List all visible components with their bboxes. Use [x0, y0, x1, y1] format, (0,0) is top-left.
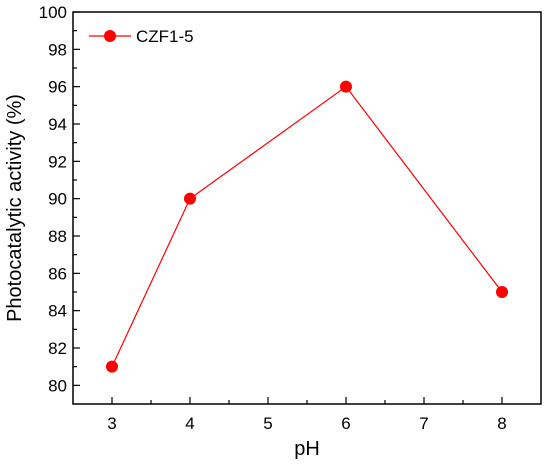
- series-line: [111, 85, 503, 367]
- x-axis-title: pH: [294, 438, 320, 460]
- y-tick-label: 80: [48, 376, 67, 395]
- y-tick-label: 82: [48, 339, 67, 358]
- data-point: [340, 80, 352, 93]
- plot-frame: [72, 11, 542, 405]
- y-tick-label: 96: [48, 78, 67, 97]
- x-tick-label: 8: [497, 414, 506, 433]
- x-tick-label: 5: [263, 414, 272, 433]
- y-tick-label: 94: [48, 115, 67, 134]
- y-tick-label: 92: [48, 152, 67, 171]
- x-tick-label: 6: [341, 414, 350, 433]
- legend-marker: [104, 30, 116, 42]
- y-tick-label: 84: [48, 302, 67, 321]
- data-point: [106, 360, 118, 373]
- series-layer: [106, 80, 508, 373]
- y-axis-title: Photocatalytic activity (%): [4, 94, 26, 322]
- legend: CZF1-5: [89, 27, 194, 46]
- y-tick-label: 88: [48, 227, 67, 246]
- data-point: [184, 192, 196, 205]
- y-tick-label: 90: [48, 190, 67, 209]
- y-axis: 80 82 84 86 88 90 92 94 96 98 100: [39, 3, 80, 395]
- x-tick-label: 3: [107, 414, 116, 433]
- x-axis: 3 4 5 6 7 8: [107, 397, 507, 433]
- data-point: [496, 286, 508, 298]
- x-tick-label: 4: [185, 414, 194, 433]
- y-tick-label: 86: [48, 264, 67, 283]
- x-tick-label: 7: [419, 414, 428, 433]
- y-tick-label: 98: [48, 40, 67, 59]
- y-tick-label: 100: [39, 3, 67, 22]
- legend-label: CZF1-5: [136, 27, 194, 46]
